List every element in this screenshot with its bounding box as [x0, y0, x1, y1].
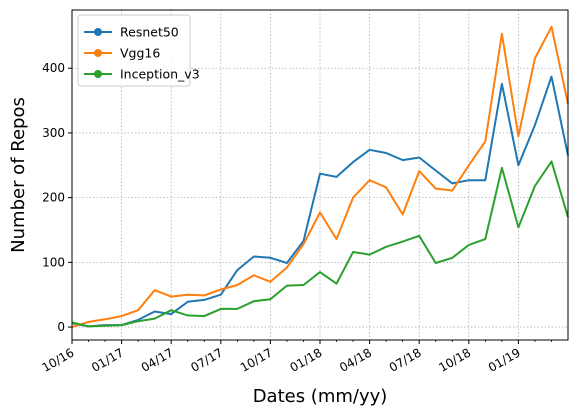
x-tick-label: 01/19 [486, 345, 523, 374]
series-line-vgg16 [71, 25, 569, 329]
x-tick-label: 10/16 [40, 345, 77, 374]
legend-label-inception-v3: Inception_v3 [120, 67, 200, 82]
x-tick-label: 04/18 [337, 345, 374, 374]
x-tick-label: 07/18 [387, 345, 424, 374]
legend: Resnet50 Vgg16 Inception_v3 [77, 14, 200, 87]
x-tick-label: 07/17 [188, 345, 225, 374]
x-axis-ticks: 10/16 01/17 04/17 07/17 10/17 01/18 04/18 07/18… [40, 340, 552, 375]
y-tick-label: 300 [42, 126, 65, 140]
grid-lines [71, 10, 568, 340]
series-lines [71, 25, 569, 329]
x-tick-label: 10/17 [238, 345, 275, 374]
legend-marker-vgg16 [94, 49, 102, 57]
y-tick-label: 100 [42, 255, 65, 269]
series-line-resnet50 [71, 75, 569, 328]
x-tick-label: 04/17 [139, 345, 176, 374]
x-tick-label: 10/18 [436, 345, 473, 374]
y-axis-ticks: 0 100 200 300 400 [42, 61, 72, 334]
x-tick-label: 01/18 [288, 345, 325, 374]
x-tick-label: 01/17 [89, 345, 126, 374]
y-axis-title: Number of Repos [8, 97, 29, 253]
x-axis-title: Dates (mm/yy) [253, 386, 388, 407]
y-tick-label: 400 [42, 61, 65, 75]
legend-marker-resnet50 [94, 28, 102, 36]
legend-label-resnet50: Resnet50 [120, 25, 179, 40]
legend-marker-inception-v3 [94, 70, 102, 78]
series-line-inception-v3 [71, 160, 569, 328]
y-tick-label: 200 [42, 191, 65, 205]
y-tick-label: 0 [57, 320, 65, 334]
legend-label-vgg16: Vgg16 [120, 46, 160, 61]
